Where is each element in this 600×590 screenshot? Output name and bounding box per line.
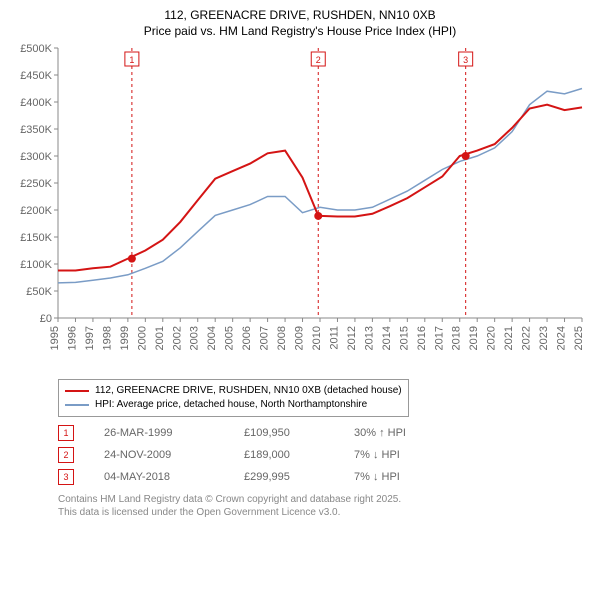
svg-text:2025: 2025: [573, 326, 585, 350]
svg-text:2: 2: [316, 55, 321, 65]
svg-text:£250K: £250K: [20, 178, 52, 190]
svg-text:2004: 2004: [206, 326, 218, 350]
svg-text:2010: 2010: [311, 326, 323, 350]
marker-row: 1 26-MAR-1999 £109,950 30% ↑ HPI: [58, 425, 592, 441]
chart-footer: Contains HM Land Registry data © Crown c…: [58, 493, 592, 519]
marker-date: 04-MAY-2018: [104, 471, 214, 483]
svg-text:2001: 2001: [154, 326, 166, 350]
chart-title: 112, GREENACRE DRIVE, RUSHDEN, NN10 0XB …: [8, 8, 592, 39]
svg-text:2014: 2014: [381, 326, 393, 350]
legend-item: 112, GREENACRE DRIVE, RUSHDEN, NN10 0XB …: [65, 384, 402, 398]
svg-text:£500K: £500K: [20, 43, 52, 55]
svg-text:1: 1: [129, 55, 134, 65]
svg-text:2018: 2018: [451, 326, 463, 350]
svg-text:£150K: £150K: [20, 232, 52, 244]
markers-table: 1 26-MAR-1999 £109,950 30% ↑ HPI 2 24-NOV-200…: [58, 425, 592, 485]
legend-label: HPI: Average price, detached house, Nort…: [95, 398, 367, 412]
svg-text:2011: 2011: [328, 326, 340, 350]
svg-text:1997: 1997: [84, 326, 96, 350]
chart-legend: 112, GREENACRE DRIVE, RUSHDEN, NN10 0XB …: [58, 379, 409, 417]
svg-text:2020: 2020: [486, 326, 498, 350]
svg-text:£0: £0: [40, 313, 52, 325]
marker-note: 7% ↓ HPI: [354, 449, 454, 461]
footer-line2: This data is licensed under the Open Gov…: [58, 506, 592, 519]
svg-text:£450K: £450K: [20, 70, 52, 82]
marker-date: 26-MAR-1999: [104, 427, 214, 439]
svg-text:2015: 2015: [398, 326, 410, 350]
svg-text:£350K: £350K: [20, 124, 52, 136]
marker-number-box: 2: [58, 447, 74, 463]
svg-text:3: 3: [463, 55, 468, 65]
svg-text:1998: 1998: [101, 326, 113, 350]
svg-text:2012: 2012: [346, 326, 358, 350]
marker-price: £299,995: [244, 471, 324, 483]
svg-text:2009: 2009: [294, 326, 306, 350]
legend-swatch: [65, 404, 89, 406]
svg-text:2003: 2003: [189, 326, 201, 350]
svg-text:2019: 2019: [468, 326, 480, 350]
svg-text:1995: 1995: [49, 326, 61, 350]
chart-container: £0 £50K £100K £150K £200K £250K £300K £350K £400…: [8, 43, 592, 373]
svg-text:£300K: £300K: [20, 151, 52, 163]
title-line1: 112, GREENACRE DRIVE, RUSHDEN, NN10 0XB: [8, 8, 592, 24]
svg-text:2007: 2007: [259, 326, 271, 350]
svg-text:1999: 1999: [119, 326, 131, 350]
marker-row: 2 24-NOV-2009 £189,000 7% ↓ HPI: [58, 447, 592, 463]
marker-note: 7% ↓ HPI: [354, 471, 454, 483]
legend-item: HPI: Average price, detached house, Nort…: [65, 398, 402, 412]
marker-number-box: 3: [58, 469, 74, 485]
svg-text:2002: 2002: [171, 326, 183, 350]
price-chart: £0 £50K £100K £150K £200K £250K £300K £350K £400…: [8, 43, 592, 373]
marker-note: 30% ↑ HPI: [354, 427, 454, 439]
svg-text:2024: 2024: [556, 326, 568, 350]
svg-text:2017: 2017: [433, 326, 445, 350]
marker-number-box: 1: [58, 425, 74, 441]
svg-text:1996: 1996: [66, 326, 78, 350]
marker-row: 3 04-MAY-2018 £299,995 7% ↓ HPI: [58, 469, 592, 485]
svg-text:2021: 2021: [503, 326, 515, 350]
svg-text:2000: 2000: [136, 326, 148, 350]
svg-text:£100K: £100K: [20, 259, 52, 271]
legend-label: 112, GREENACRE DRIVE, RUSHDEN, NN10 0XB …: [95, 384, 402, 398]
marker-price: £109,950: [244, 427, 324, 439]
svg-text:£200K: £200K: [20, 205, 52, 217]
svg-text:2008: 2008: [276, 326, 288, 350]
marker-price: £189,000: [244, 449, 324, 461]
title-line2: Price paid vs. HM Land Registry's House …: [8, 24, 592, 40]
svg-text:2013: 2013: [363, 326, 375, 350]
svg-text:2022: 2022: [521, 326, 533, 350]
footer-line1: Contains HM Land Registry data © Crown c…: [58, 493, 592, 506]
svg-text:£50K: £50K: [26, 286, 52, 298]
svg-text:£400K: £400K: [20, 97, 52, 109]
svg-text:2005: 2005: [224, 326, 236, 350]
legend-swatch: [65, 390, 89, 392]
svg-text:2016: 2016: [416, 326, 428, 350]
svg-text:2006: 2006: [241, 326, 253, 350]
marker-date: 24-NOV-2009: [104, 449, 214, 461]
svg-text:2023: 2023: [538, 326, 550, 350]
